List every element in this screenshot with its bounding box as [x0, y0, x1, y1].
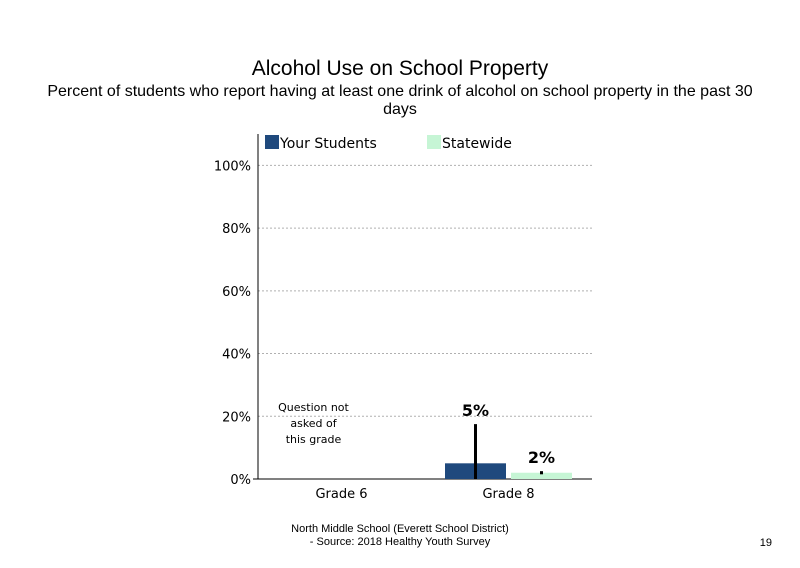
not-asked-note: Question not — [278, 401, 349, 414]
y-tick-label: 20% — [222, 410, 251, 425]
footer-source: North Middle School (Everett School Dist… — [250, 523, 550, 549]
not-asked-note: this grade — [286, 433, 342, 446]
y-tick-label: 60% — [222, 285, 251, 300]
chart-subtitle: Percent of students who report having at… — [47, 83, 753, 118]
legend-swatch — [427, 135, 441, 149]
y-tick-label: 40% — [222, 348, 251, 363]
not-asked-note: asked of — [290, 417, 337, 430]
data-label: 5% — [462, 401, 489, 420]
page-number: 19 — [759, 537, 772, 549]
legend-label: Your Students — [279, 136, 377, 152]
y-tick-label: 80% — [222, 222, 251, 237]
x-tick-label: Grade 8 — [482, 487, 534, 502]
footer-school: North Middle School (Everett School Dist… — [291, 523, 509, 535]
x-tick-label: Grade 6 — [315, 487, 367, 502]
footer-survey: - Source: 2018 Healthy Youth Survey — [309, 536, 491, 548]
bar-statewide — [511, 472, 572, 479]
legend-swatch — [265, 135, 279, 149]
data-label: 2% — [528, 448, 555, 467]
chart-title: Alcohol Use on School Property — [251, 57, 549, 80]
legend-label: Statewide — [442, 136, 512, 152]
y-tick-label: 100% — [214, 159, 251, 174]
y-tick-label: 0% — [230, 473, 251, 488]
